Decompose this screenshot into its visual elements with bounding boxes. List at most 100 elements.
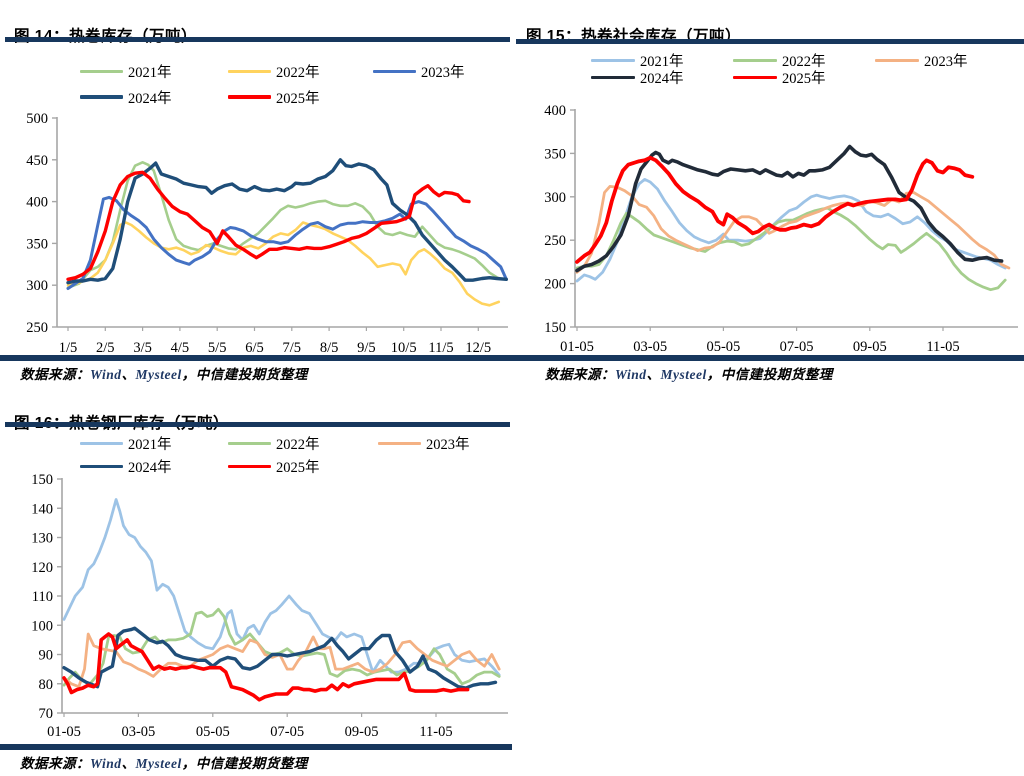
- legend-swatch-icon: [80, 69, 123, 73]
- y-tick-label: 150: [31, 472, 53, 488]
- legend-swatch-icon: [591, 75, 635, 80]
- legend-item-2024年: 2024年: [591, 67, 733, 88]
- legend-item-2022年: 2022年: [228, 433, 378, 454]
- legend-label: 2022年: [276, 64, 320, 81]
- source-sep: ，: [706, 367, 721, 382]
- source-wind: Wind: [90, 756, 122, 771]
- legend-item-2023年: 2023年: [373, 61, 513, 82]
- legend-label: 2021年: [640, 54, 684, 70]
- y-tick-label: 300: [544, 190, 566, 206]
- legend-swatch-icon: [875, 59, 919, 62]
- legend-label: 2025年: [782, 71, 826, 87]
- legend-row: 2021年 2022年 2023年: [591, 50, 1015, 71]
- x-tick-label: 4/5: [171, 340, 190, 356]
- series-line-2024年: [575, 144, 1004, 273]
- legend-label: 2024年: [128, 90, 172, 107]
- x-tick-label: 11-05: [419, 724, 452, 740]
- legend-item-2022年: 2022年: [733, 50, 875, 71]
- legend-row: 2024年 2025年: [80, 455, 518, 478]
- y-tick-label: 110: [32, 589, 53, 605]
- source-org: 中信建投期货整理: [195, 756, 308, 771]
- y-tick-label: 150: [544, 320, 566, 336]
- source-sep: ，: [181, 756, 196, 771]
- legend-label: 2021年: [128, 437, 172, 453]
- series-line-2023年: [66, 195, 508, 290]
- legend-item-2021年: 2021年: [80, 61, 228, 82]
- y-tick-label: 350: [544, 146, 566, 162]
- legend-swatch-icon: [228, 95, 271, 99]
- legend-fig15: 2021年 2022年 2023年 2024年 2025年: [591, 50, 1015, 88]
- source-org: 中信建投期货整理: [720, 367, 833, 382]
- title-rule: [5, 422, 510, 427]
- series-line-2023年: [575, 185, 1011, 274]
- legend-item-2021年: 2021年: [591, 50, 733, 71]
- line-chart-fig14: 250 300 350 400 450 500 1/5 2/5 3/5 4/5 5/5 6/5 7/5 8…: [26, 111, 508, 356]
- x-tick-label: 8/5: [320, 340, 339, 356]
- source-prefix: 数据来源：: [20, 756, 90, 771]
- legend-row: 2021年 2022年 2023年: [80, 432, 518, 455]
- legend-label: 2022年: [782, 54, 826, 70]
- legend-swatch-icon: [378, 442, 421, 445]
- x-tick-label: 3/5: [133, 340, 152, 356]
- bottom-separator: [0, 744, 512, 750]
- legend-swatch-icon: [733, 59, 777, 62]
- legend-item-2025年: 2025年: [733, 67, 875, 88]
- x-tick-label: 05-05: [196, 724, 230, 740]
- series-line-2021年: [575, 178, 1007, 283]
- y-tick-label: 500: [26, 111, 48, 127]
- x-tick-label: 09-05: [345, 724, 379, 740]
- x-tick-label: 07-05: [780, 339, 814, 355]
- y-tick-label: 300: [26, 278, 48, 294]
- x-tick-label: 01-05: [560, 339, 594, 355]
- series-line-2025年: [62, 632, 470, 702]
- x-tick-label: 12/5: [465, 340, 491, 356]
- series-line-2021年: [62, 498, 501, 677]
- legend-label: 2023年: [924, 54, 968, 70]
- x-tick-label: 09-05: [853, 339, 887, 355]
- legend-label: 2023年: [426, 437, 470, 453]
- y-tick-label: 140: [31, 501, 53, 517]
- legend-label: 2022年: [276, 437, 320, 453]
- y-tick-label: 200: [544, 277, 566, 293]
- series-line-2022年: [66, 221, 501, 307]
- series-line-2025年: [575, 155, 975, 264]
- legend-label: 2024年: [640, 71, 684, 87]
- legend-item-2025年: 2025年: [228, 456, 378, 477]
- source-wind: Wind: [615, 367, 647, 382]
- source-org: 中信建投期货整理: [195, 367, 308, 382]
- title-rule: [5, 37, 510, 42]
- line-chart-fig15: 150 200 250 300 350 400 01-05 03-05 05-05 07-05 09…: [544, 103, 1018, 355]
- legend-label: 2023年: [421, 64, 465, 81]
- series-line-2021年: [66, 160, 501, 289]
- legend-label: 2025年: [276, 460, 320, 476]
- legend-swatch-icon: [80, 95, 123, 99]
- legend-fig16: 2021年 2022年 2023年 2024年 2025年: [80, 432, 518, 478]
- y-tick-label: 70: [39, 706, 54, 722]
- legend-swatch-icon: [591, 59, 635, 62]
- source-mysteel: Mysteel: [135, 367, 182, 382]
- bottom-separator: [0, 355, 512, 361]
- bottom-separator: [512, 355, 1024, 361]
- legend-row: 2021年 2022年 2023年: [80, 58, 513, 84]
- source-wind: Wind: [90, 367, 122, 382]
- source-sep: 、: [121, 367, 136, 382]
- legend-fig14: 2021年 2022年 2023年 2024年 2025年: [80, 58, 513, 110]
- legend-label: 2021年: [128, 64, 172, 81]
- source-note-fig14: 数据来源：Wind、Mysteel，中信建投期货整理: [20, 363, 308, 383]
- x-tick-label: 03-05: [633, 339, 667, 355]
- x-tick-label: 9/5: [357, 340, 376, 356]
- legend-label: 2025年: [276, 90, 320, 107]
- series-line-2022年: [575, 206, 1007, 292]
- legend-item-2024年: 2024年: [80, 87, 228, 108]
- x-tick-label: 5/5: [208, 340, 227, 356]
- legend-row: 2024年 2025年: [80, 84, 513, 110]
- x-tick-label: 11/5: [428, 340, 453, 356]
- legend-item-2023年: 2023年: [378, 433, 518, 454]
- source-prefix: 数据来源：: [20, 367, 90, 382]
- x-tick-label: 07-05: [270, 724, 304, 740]
- x-tick-label: 2/5: [96, 340, 115, 356]
- x-tick-label: 6/5: [245, 340, 264, 356]
- series-line-2023年: [62, 632, 501, 689]
- y-tick-label: 350: [26, 236, 48, 252]
